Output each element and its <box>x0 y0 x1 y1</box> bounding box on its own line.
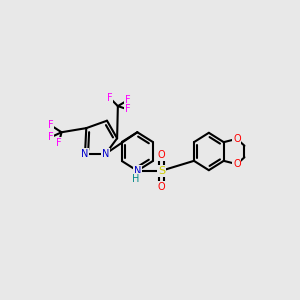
Text: F: F <box>107 93 112 103</box>
Text: N: N <box>134 166 141 176</box>
Text: F: F <box>125 95 131 105</box>
Text: N: N <box>81 149 89 159</box>
Text: O: O <box>233 159 241 169</box>
Text: F: F <box>125 104 131 114</box>
Text: H: H <box>132 174 140 184</box>
Text: O: O <box>158 150 165 160</box>
Text: S: S <box>158 166 165 176</box>
Text: N: N <box>102 149 110 159</box>
Text: F: F <box>56 138 62 148</box>
Text: O: O <box>233 134 241 144</box>
Text: F: F <box>48 120 54 130</box>
Text: F: F <box>48 132 54 142</box>
Text: O: O <box>158 182 165 192</box>
